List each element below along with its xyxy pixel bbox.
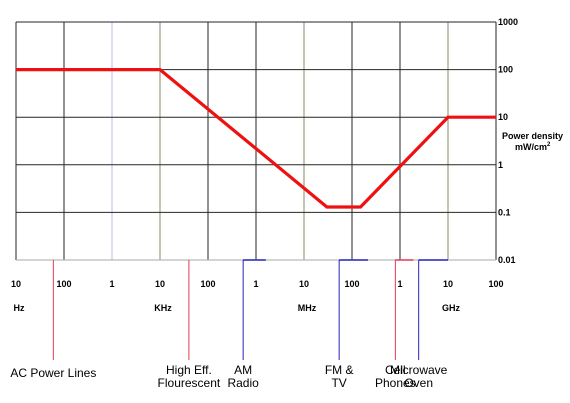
source-label: High Eff. Flourescent [158, 363, 221, 390]
series-layer [16, 67, 496, 209]
x-tick-label: 1 [109, 279, 114, 289]
source-label: Cell Phones [375, 363, 416, 390]
x-tick-label: 100 [488, 279, 503, 289]
x-tick-label: 1 [253, 279, 258, 289]
source-label-line: Cell [385, 363, 406, 377]
source-label-line: Microwave [390, 363, 448, 377]
y-tick-label: 1 [498, 160, 503, 170]
x-tick-label: 10 [11, 279, 21, 289]
source-label-line: Oven [404, 376, 433, 390]
grid [15, 21, 497, 261]
y-tick-label: 10 [498, 112, 508, 122]
source-label-line: AM [234, 363, 252, 377]
x-unit-label: GHz [442, 303, 461, 313]
x-unit-label: MHz [298, 303, 317, 313]
source-label-line: AC Power Lines [10, 366, 96, 380]
source-label-line: TV [331, 376, 346, 390]
x-tick-label: 100 [56, 279, 71, 289]
source-label-line: Radio [227, 376, 259, 390]
x-tick-label: 10 [155, 279, 165, 289]
x-unit-label: Hz [14, 303, 25, 313]
y-tick-label: 0.01 [498, 255, 516, 265]
source-label: AM Radio [227, 363, 259, 390]
source-label-line: Flourescent [158, 376, 221, 390]
x-tick-label: 1 [397, 279, 402, 289]
x-tick-label: 10 [443, 279, 453, 289]
y-axis-unit-sup: 2 [547, 142, 551, 148]
exposure-limit-line [16, 67, 496, 209]
x-tick-label: 10 [299, 279, 309, 289]
x-tick-label: 100 [344, 279, 359, 289]
y-tick-label: 100 [498, 65, 513, 75]
source-label: Microwave Oven [390, 363, 448, 390]
y-axis-unit: mW/cm2 [515, 142, 551, 152]
source-label-line: High Eff. [166, 363, 212, 377]
source-label: FM & TV [325, 363, 354, 390]
y-axis-label: Power density [502, 131, 563, 141]
x-unit-label: KHz [154, 303, 172, 313]
source-label-line: Phones [375, 376, 416, 390]
source-label-line: FM & [325, 363, 354, 377]
y-tick-label: 1000 [498, 17, 518, 27]
source-label: AC Power Lines [10, 366, 96, 380]
x-tick-label: 100 [200, 279, 215, 289]
y-tick-label: 0.1 [498, 207, 511, 217]
